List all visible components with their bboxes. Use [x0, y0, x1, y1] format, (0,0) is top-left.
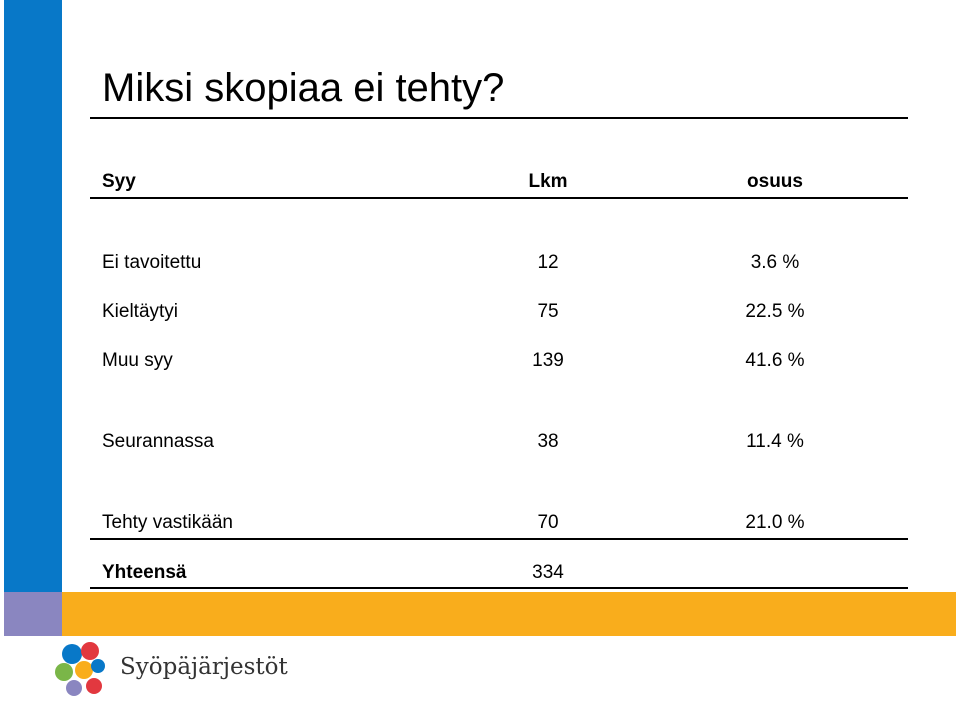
logo-blue-circle [62, 644, 82, 664]
row-count-value: 139 [532, 350, 564, 371]
logo-red-small-circle [86, 678, 102, 694]
row-share-value: 3.6 % [750, 252, 800, 273]
row-count-value: 12 [537, 252, 559, 273]
side-bar-blue [4, 0, 62, 592]
header-share-label: osuus [747, 171, 803, 192]
row-share-value: 21.0 % [745, 512, 805, 533]
total-count-value: 334 [532, 562, 564, 583]
title-rule [90, 117, 908, 119]
syopajarjestot-logo-icon [55, 642, 105, 696]
logo-blue-small-circle [91, 659, 105, 673]
slide-title: Miksi skopiaa ei tehty? [102, 66, 505, 110]
row-reason: Seurannassa [102, 431, 214, 452]
row-share-value: 22.5 % [745, 301, 805, 322]
row-reason: Ei tavoitettu [102, 252, 202, 273]
total-rule-top [90, 538, 908, 540]
total-rule-bottom [90, 587, 908, 589]
total-label: Yhteensä [102, 562, 187, 583]
row-reason: Kieltäytyi [102, 301, 179, 322]
header-reason: Syy [102, 171, 136, 192]
row-reason: Muu syy [102, 350, 173, 371]
row-count-value: 75 [537, 301, 559, 322]
row-reason: Tehty vastikään [102, 512, 233, 533]
header-rule [90, 197, 908, 199]
logo-red-circle [81, 642, 99, 660]
side-bar-purple [4, 592, 62, 636]
row-share-value: 11.4 % [746, 431, 804, 452]
row-share-value: 41.6 % [745, 350, 805, 371]
header-count-label: Lkm [528, 171, 568, 192]
row-count-value: 70 [537, 512, 559, 533]
logo-yellow-circle [75, 661, 93, 679]
logo-green-circle [55, 663, 73, 681]
logo-text: Syöpäjärjestöt [120, 654, 288, 680]
bottom-bar-orange [62, 592, 956, 636]
logo-purple-circle [66, 680, 82, 696]
row-count-value: 38 [537, 431, 559, 452]
